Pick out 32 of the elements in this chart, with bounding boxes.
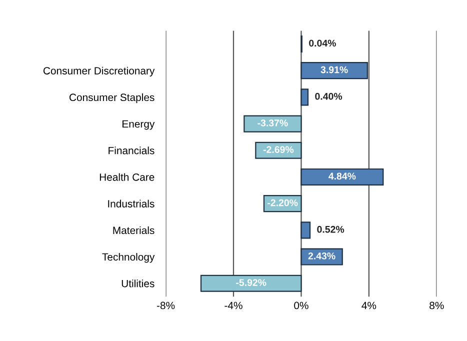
- x-tick-label: 8%: [430, 302, 444, 310]
- y-tick-label: Materials: [113, 226, 154, 234]
- data-label: 0.40%: [315, 92, 342, 100]
- y-tick-label: Financials: [108, 146, 154, 154]
- y-tick-label: Consumer Discretionary: [43, 66, 155, 77]
- y-tick-label: Utilities: [122, 280, 154, 288]
- y-tick-label: Industrials: [108, 200, 154, 208]
- bar: [200, 274, 302, 292]
- bar: [244, 115, 302, 132]
- bar: [300, 168, 384, 186]
- bar: [300, 62, 368, 80]
- data-label: -2.20%: [268, 199, 298, 206]
- bar: [255, 142, 302, 159]
- data-label: 3.91%: [320, 66, 348, 74]
- bar: [300, 222, 311, 239]
- data-label: 0.04%: [309, 40, 336, 47]
- y-tick-label: Energy: [122, 120, 155, 130]
- bar: [300, 248, 343, 266]
- y-tick-label: Technology: [102, 253, 155, 263]
- bar: [300, 88, 309, 106]
- x-tick-label: 0%: [294, 302, 308, 310]
- x-tick-label: 4%: [362, 302, 376, 310]
- data-label: -2.69%: [263, 146, 294, 153]
- data-label: 2.43%: [308, 252, 336, 260]
- data-label: -3.37%: [258, 120, 288, 126]
- y-tick-label: Consumer Staples: [70, 93, 154, 104]
- x-tick-label: -4%: [224, 302, 242, 310]
- y-tick-label: Health Care: [100, 173, 154, 181]
- data-label: 4.84%: [328, 172, 356, 180]
- x-tick-label: -8%: [156, 302, 175, 310]
- data-label: 0.52%: [317, 226, 344, 233]
- data-label: -5.92%: [236, 279, 266, 286]
